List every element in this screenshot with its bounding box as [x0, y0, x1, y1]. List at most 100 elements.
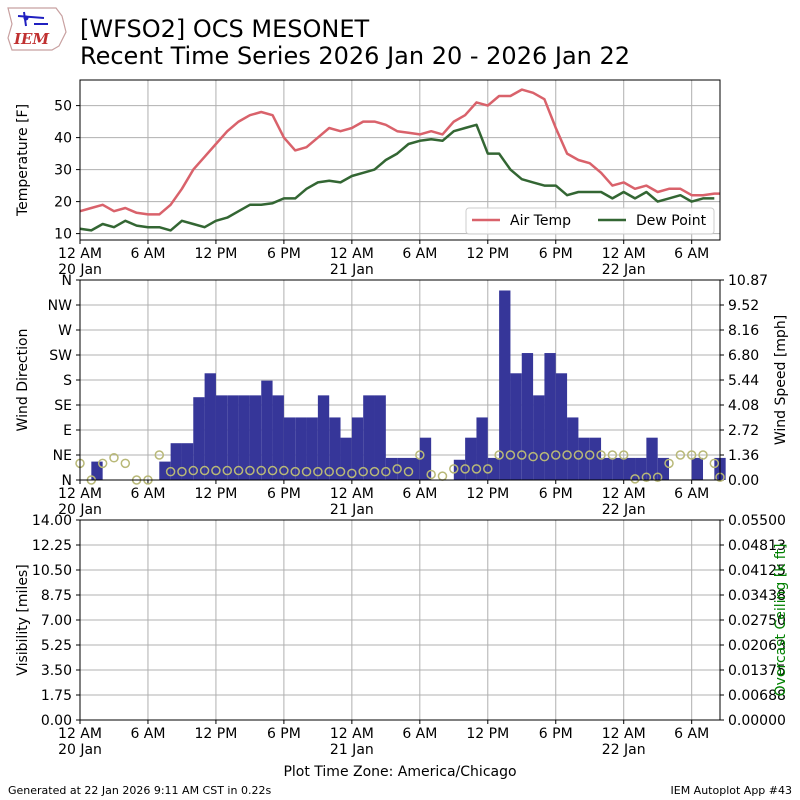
legend: Air Temp Dew Point [465, 207, 715, 235]
wind-direction-point [177, 466, 187, 477]
x-tick-sublabel: 22 Jan [602, 262, 646, 278]
x-tick-sublabel: 20 Jan [58, 742, 102, 758]
y-axis-label: Wind Direction [15, 329, 31, 432]
x-tick-label: 6 PM [267, 726, 301, 742]
wind-speed-bar [408, 457, 420, 480]
y-tick-label: 30 [54, 163, 72, 179]
y-tick-label: S [63, 373, 72, 389]
wind-speed-bar [170, 443, 182, 480]
wind-speed-bar [91, 461, 103, 480]
wind-direction-point [698, 450, 708, 460]
wind-direction-point [709, 458, 720, 469]
x-tick-label: 6 PM [539, 726, 573, 742]
wind-direction-point [222, 465, 233, 476]
x-tick-label: 12 PM [195, 726, 238, 742]
wind-direction-point [290, 466, 300, 477]
x-tick-sublabel: 20 Jan [58, 502, 102, 518]
plot-frame [79, 519, 721, 721]
wind-speed-bar [295, 417, 307, 480]
x-tick-label: 6 PM [267, 246, 301, 262]
wind-speed-bar [589, 437, 602, 480]
x-tick-label: 12 PM [195, 246, 238, 262]
wind-speed-bar [623, 457, 636, 480]
y-tick-label: 12.25 [32, 538, 72, 554]
series-title: Recent Time Series 2026 Jan 20 - 2026 Ja… [80, 42, 631, 70]
x-tick-label: 12 AM [58, 486, 102, 502]
y2-tick-label: 1.36 [728, 448, 759, 464]
y2-tick-label: 10.87 [728, 273, 768, 289]
x-tick-label: 6 PM [539, 486, 573, 502]
wind-direction-point [403, 466, 414, 477]
wind-direction-point [97, 458, 108, 469]
wind-speed-bar [567, 417, 579, 480]
wind-direction-point [517, 450, 527, 460]
wind-speed-bar [691, 457, 704, 480]
y2-axis-label: Overcast Ceiling [k ft] [773, 544, 789, 697]
wind-speed-bar [193, 397, 205, 480]
x-tick-sublabel: 22 Jan [602, 502, 646, 518]
wind-speed-bar [272, 395, 284, 480]
wind-speed-bar [261, 380, 273, 480]
x-tick-sublabel: 21 Jan [330, 262, 374, 278]
x-tick-label: 12 AM [58, 726, 102, 742]
wind-speed-bar [646, 437, 658, 480]
y-tick-label: 20 [54, 195, 72, 211]
wind-direction-point [245, 465, 255, 476]
wind-speed-bar [238, 395, 250, 480]
wind-direction-point [551, 450, 561, 460]
y-tick-label: 10 [54, 227, 72, 243]
wind-direction-point [449, 464, 459, 474]
legend-label-air-temp: Air Temp [510, 213, 571, 229]
series-line-air-temp [79, 88, 720, 216]
y-tick-label: 14.00 [32, 513, 72, 529]
wind-direction-point [652, 472, 663, 482]
wind-direction-point [165, 466, 176, 477]
wind-direction-point [483, 464, 493, 474]
wind-speed-bar [499, 290, 511, 480]
station-title: [WFSO2] OCS MESONET [80, 15, 370, 43]
y2-tick-label: 0.02750 [728, 613, 786, 629]
wind-direction-point [335, 466, 346, 477]
wind-speed-bar [533, 395, 545, 480]
y-tick-label: SE [54, 398, 72, 414]
wind-direction-point [381, 466, 391, 477]
y2-tick-label: 0.05500 [728, 513, 786, 529]
wind-speed-bar [317, 395, 330, 480]
y-tick-label: 50 [54, 99, 72, 115]
x-tick-label: 12 AM [602, 726, 646, 742]
y-tick-label: 7.00 [41, 613, 72, 629]
y-tick-label: 3.50 [41, 663, 72, 679]
wind-speed-bar [159, 461, 171, 480]
x-tick-label: 12 AM [330, 246, 374, 262]
wind-speed-bar [374, 395, 386, 480]
y2-tick-label: 0.04125 [728, 563, 786, 579]
wind-speed-bar [476, 417, 488, 480]
wind-speed-bar [465, 437, 477, 480]
wind-direction-point [392, 464, 402, 474]
wind-direction-point [596, 450, 606, 460]
x-tick-label: 12 PM [466, 486, 509, 502]
y-axis-label: Temperature [F] [15, 104, 31, 217]
y2-tick-label: 0.00688 [728, 688, 786, 704]
x-tick-label: 6 AM [130, 486, 165, 502]
wind-speed-bar [453, 459, 466, 480]
chart-title: [WFSO2] OCS MESONET Recent Time Series 2… [80, 16, 630, 70]
x-tick-sublabel: 22 Jan [602, 742, 646, 758]
y-tick-label: 40 [54, 131, 72, 147]
wind-direction-point [641, 472, 652, 482]
wind-direction-point [471, 464, 482, 474]
y2-tick-label: 0.00 [728, 473, 759, 489]
wind-direction-point [256, 465, 266, 476]
timezone-label: Plot Time Zone: America/Chicago [283, 764, 516, 780]
y-tick-label: N [62, 473, 72, 489]
x-tick-label: 12 PM [195, 486, 238, 502]
generated-note: Generated at 22 Jan 2026 9:11 AM CST in … [8, 784, 271, 797]
wind-speed-bar [215, 395, 228, 480]
y-tick-label: 5.25 [41, 638, 72, 654]
wind-speed-bar [657, 457, 670, 480]
x-tick-label: 6 AM [674, 486, 709, 502]
legend-label-dew-point: Dew Point [636, 213, 707, 229]
